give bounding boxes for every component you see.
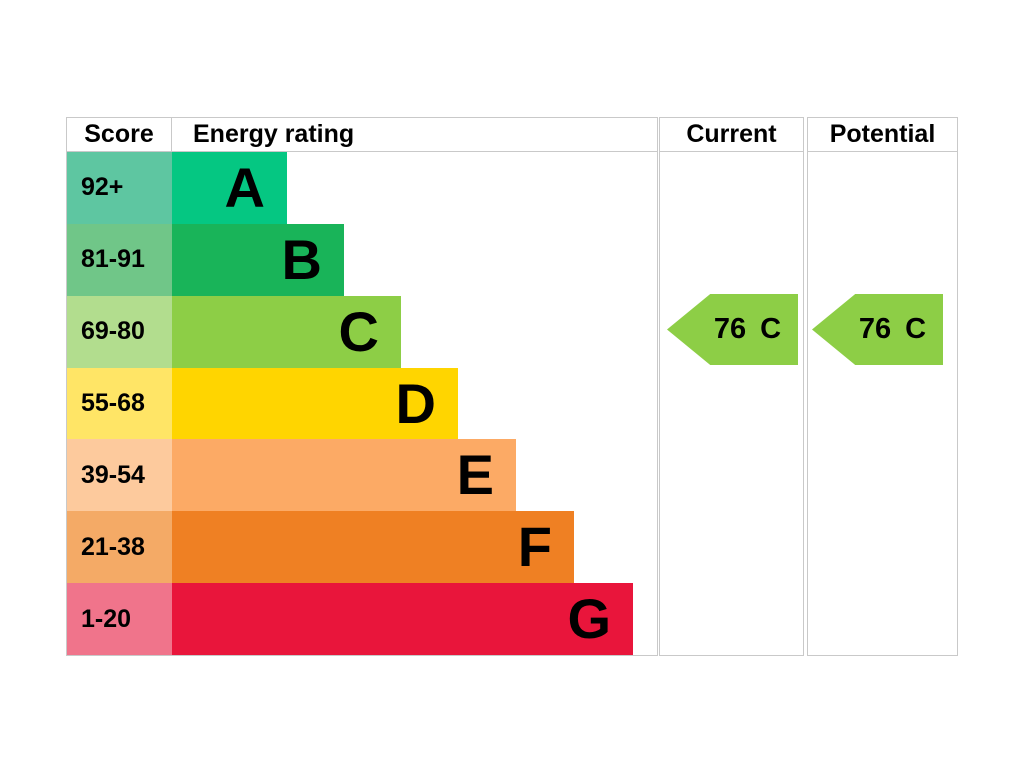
energy-rating-table: Score Energy rating 92+ A 81-91 B 69-80 C 55-6… bbox=[66, 117, 658, 656]
current-rating-value: 76 bbox=[713, 313, 747, 345]
score-range-f: 21-38 bbox=[67, 511, 172, 584]
current-column-header: Current bbox=[660, 118, 803, 152]
band-rows: 92+ A 81-91 B 69-80 C 55-68 D 39-54 E 21-38 F 1-20 G bbox=[67, 152, 657, 656]
potential-column-header: Potential bbox=[808, 118, 957, 152]
score-range-c: 69-80 bbox=[67, 295, 172, 368]
energy-rating-column-header: Energy rating bbox=[193, 120, 355, 148]
band-bar-b: B bbox=[172, 223, 344, 296]
potential-rating-value: 76 bbox=[858, 313, 892, 345]
current-column: Current 76 C bbox=[659, 117, 804, 656]
score-range-b: 81-91 bbox=[67, 223, 172, 296]
band-row-e: 39-54 E bbox=[67, 439, 657, 512]
band-bar-f: F bbox=[172, 511, 574, 584]
current-rating-arrow: 76 C bbox=[667, 294, 798, 365]
band-row-a: 92+ A bbox=[67, 152, 657, 224]
table-header-row: Score Energy rating bbox=[67, 118, 657, 152]
band-row-d: 55-68 D bbox=[67, 367, 657, 440]
score-range-d: 55-68 bbox=[67, 367, 172, 440]
band-bar-a: A bbox=[172, 152, 287, 224]
band-row-b: 81-91 B bbox=[67, 223, 657, 296]
band-bar-d: D bbox=[172, 367, 458, 440]
band-bar-e: E bbox=[172, 439, 516, 512]
band-row-c: 69-80 C bbox=[67, 295, 657, 368]
band-row-g: 1-20 G bbox=[67, 583, 657, 656]
potential-column: Potential 76 C bbox=[807, 117, 958, 656]
band-bar-g: G bbox=[172, 583, 633, 656]
potential-rating-grade: C bbox=[905, 313, 927, 345]
band-row-f: 21-38 F bbox=[67, 511, 657, 584]
score-range-e: 39-54 bbox=[67, 439, 172, 512]
potential-rating-arrow: 76 C bbox=[812, 294, 943, 365]
score-range-g: 1-20 bbox=[67, 583, 172, 656]
score-column-header: Score bbox=[67, 118, 172, 151]
current-rating-grade: C bbox=[760, 313, 782, 345]
score-range-a: 92+ bbox=[67, 152, 172, 224]
band-bar-c: C bbox=[172, 295, 401, 368]
